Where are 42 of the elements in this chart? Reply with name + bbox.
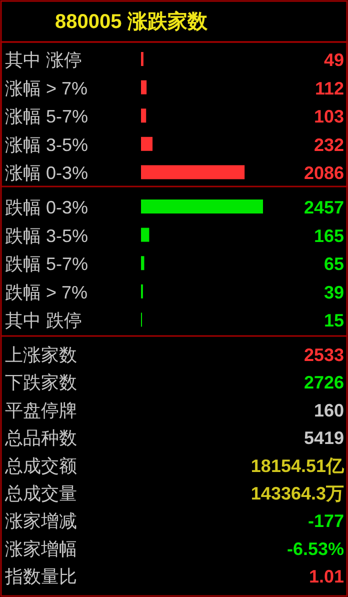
data-label: 15 [324, 310, 344, 331]
y-tick-label: 涨幅 > 7% [5, 78, 88, 98]
data-label: 103 [314, 106, 344, 127]
y-tick-label: 跌幅 3-5% [5, 226, 88, 246]
text: -6.53% [286, 538, 344, 559]
text: 18154.51亿 [250, 456, 345, 476]
data-label: 2086 [304, 163, 344, 184]
text: 总品种数 [4, 428, 77, 448]
text: 指数量比 [4, 566, 77, 587]
text: 143364.3万 [250, 484, 344, 504]
data-label: 65 [324, 254, 344, 274]
data-label: 39 [324, 282, 344, 302]
text: 2533 [304, 345, 344, 365]
text: 总成交量 [4, 484, 77, 504]
data-label: 232 [314, 134, 344, 155]
text: 5419 [304, 428, 344, 448]
y-tick-label: 涨幅 5-7% [5, 106, 88, 127]
bar [141, 80, 147, 94]
text: 平盘停牌 [5, 400, 77, 420]
y-tick-label: 跌幅 5-7% [5, 254, 88, 274]
text: 2726 [304, 372, 344, 393]
text: 160 [314, 400, 344, 420]
y-tick-label: 其中 跌停 [5, 310, 82, 331]
chart-title: 880005 涨跌家数 [55, 10, 208, 33]
data-label: 112 [314, 78, 344, 98]
text: 上涨家数 [5, 345, 77, 365]
y-tick-label: 其中 涨停 [5, 50, 82, 70]
bar [141, 108, 146, 123]
y-tick-label: 跌幅 0-3% [5, 198, 88, 218]
text: -177 [308, 511, 344, 532]
text: 涨家增幅 [5, 538, 77, 559]
bar [141, 256, 144, 270]
y-tick-label: 涨幅 3-5% [5, 134, 88, 155]
text: 涨家增减 [5, 511, 77, 532]
y-tick-label: 跌幅 > 7% [5, 282, 88, 302]
text: 总成交额 [4, 456, 77, 476]
data-label: 165 [314, 226, 344, 246]
data-label: 49 [324, 50, 344, 70]
text: 1.01 [308, 566, 344, 587]
y-tick-label: 涨幅 0-3% [5, 163, 88, 184]
text: 下跌家数 [5, 372, 77, 393]
data-label: 2457 [304, 198, 344, 218]
